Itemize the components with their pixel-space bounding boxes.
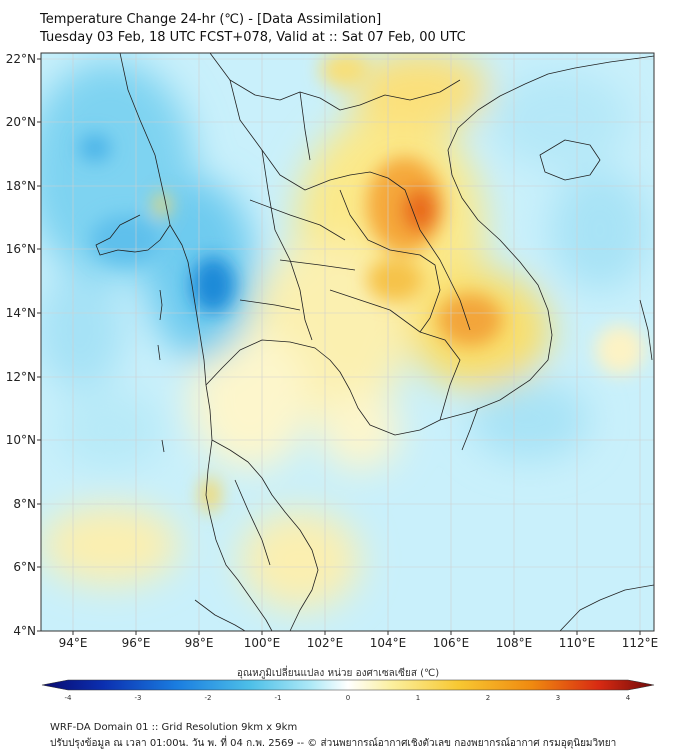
lat-label: 12°N xyxy=(6,370,36,384)
colorbar-tick: -4 xyxy=(65,694,73,702)
lon-label: 100°E xyxy=(244,636,281,650)
lon-label: 102°E xyxy=(307,636,344,650)
lon-label: 98°E xyxy=(185,636,214,650)
colorbar-tick: -2 xyxy=(205,694,212,702)
lat-label: 20°N xyxy=(6,115,36,129)
lat-label: 8°N xyxy=(13,497,36,511)
lat-label: 6°N xyxy=(13,560,36,574)
lat-label: 18°N xyxy=(6,179,36,193)
colorbar-tick: -1 xyxy=(275,694,282,702)
colorbar-tick: 0 xyxy=(346,694,350,702)
lat-label: 10°N xyxy=(6,433,36,447)
colorbar: -4 -3 -2 -1 0 1 2 3 4 xyxy=(41,679,655,702)
colorbar-tick: 2 xyxy=(486,694,490,702)
footer-model-info: WRF-DA Domain 01 :: Grid Resolution 9km … xyxy=(50,722,298,733)
map-title: Temperature Change 24-hr (℃) - [Data Ass… xyxy=(40,12,382,27)
plot-frame xyxy=(40,52,655,632)
map-subtitle: Tuesday 03 Feb, 18 UTC FCST+078, Valid a… xyxy=(40,30,466,45)
lon-label: 108°E xyxy=(496,636,533,650)
grid-lines xyxy=(41,53,654,631)
lon-label: 112°E xyxy=(622,636,659,650)
colorbar-title: อุณหภูมิเปลี่ยนแปลง หน่วย องศาเซลเซียส (… xyxy=(236,668,440,679)
lat-label: 16°N xyxy=(6,242,36,256)
temperature-change-map: 22°N 20°N 18°N 16°N 14°N 12°N 10°N 8°N 6… xyxy=(6,52,659,650)
lon-label: 94°E xyxy=(59,636,88,650)
lat-label: 14°N xyxy=(6,306,36,320)
temperature-field xyxy=(41,53,654,631)
coastlines-borders xyxy=(95,53,654,631)
colorbar-gradient xyxy=(41,679,655,691)
colorbar-tick: -3 xyxy=(135,694,142,702)
colorbar-tick: 1 xyxy=(416,694,420,702)
lon-label: 110°E xyxy=(559,636,596,650)
colorbar-tick: 3 xyxy=(556,694,560,702)
lat-label: 22°N xyxy=(6,52,36,66)
footer-credit: ปรับปรุงข้อมูล ณ เวลา 01:00น. วัน พ. ที่… xyxy=(50,738,617,749)
lon-label: 106°E xyxy=(433,636,470,650)
lat-label: 4°N xyxy=(13,624,36,638)
lon-label: 96°E xyxy=(122,636,151,650)
lon-label: 104°E xyxy=(370,636,407,650)
colorbar-tick: 4 xyxy=(626,694,631,702)
